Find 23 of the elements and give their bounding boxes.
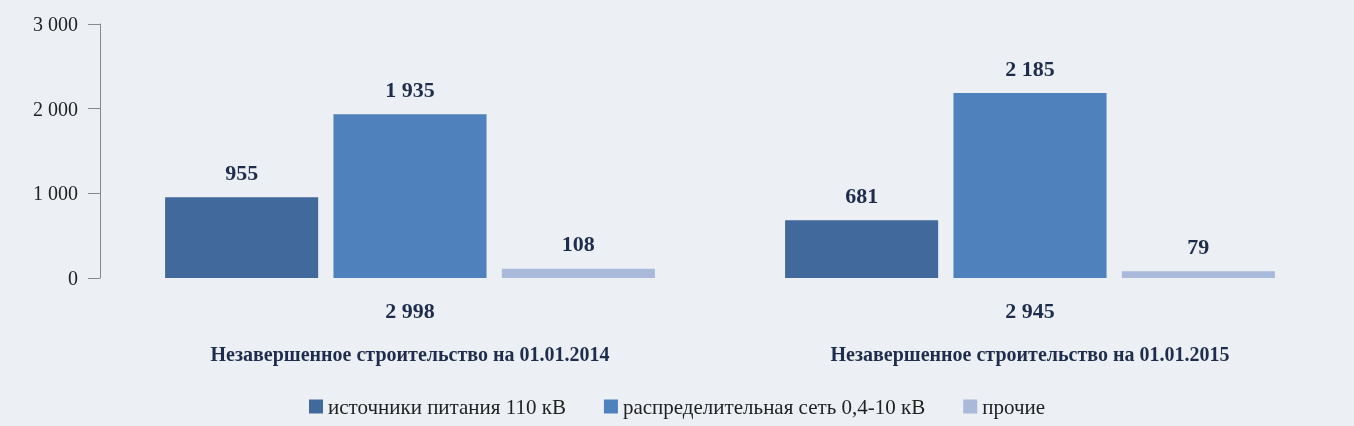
y-tick-label: 2 000 xyxy=(33,97,78,120)
data-label: 681 xyxy=(845,182,879,208)
bar xyxy=(953,93,1107,278)
y-tick-label: 1 000 xyxy=(33,182,78,205)
bar xyxy=(1121,271,1275,278)
bar xyxy=(785,220,939,278)
total-label: 2 945 xyxy=(1005,297,1055,323)
y-tick-label: 0 xyxy=(68,267,78,289)
data-label: 79 xyxy=(1187,233,1210,259)
data-label: 2 185 xyxy=(1005,55,1055,81)
legend-label: распределительная сеть 0,4-10 кВ xyxy=(622,394,926,419)
data-label: 108 xyxy=(561,231,595,257)
legend-label: прочие xyxy=(982,394,1046,419)
x-tick-label: Незавершенное строительство на 01.01.2015 xyxy=(830,343,1230,366)
x-tick-label: Незавершенное строительство на 01.01.2014 xyxy=(210,343,610,366)
data-label: 955 xyxy=(225,159,259,185)
legend-label: источники питания 110 кВ xyxy=(327,394,566,419)
bar xyxy=(165,197,319,278)
y-tick-label: 3 000 xyxy=(33,13,78,35)
bar xyxy=(333,114,487,278)
data-label: 1 935 xyxy=(385,76,435,102)
bar xyxy=(501,268,655,278)
total-label: 2 998 xyxy=(385,297,435,323)
